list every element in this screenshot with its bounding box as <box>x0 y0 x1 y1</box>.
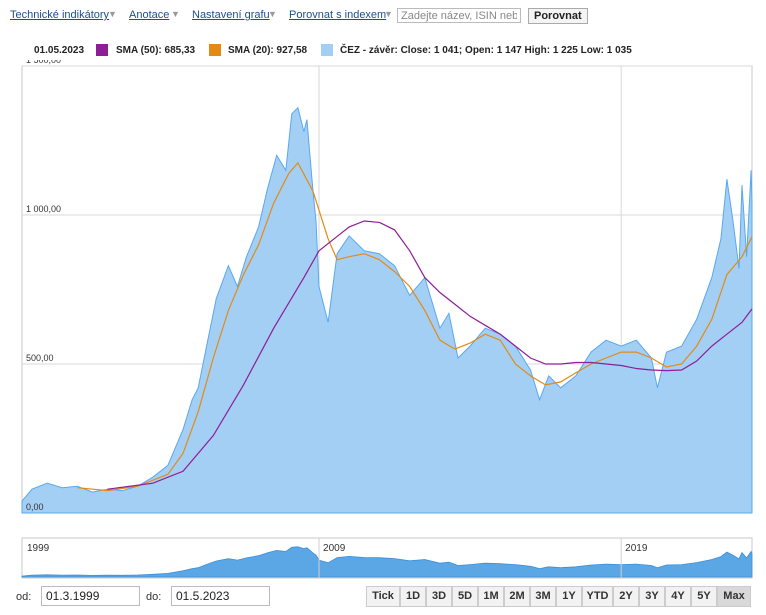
from-date-input[interactable] <box>41 586 140 606</box>
navigator-year-label: 2009 <box>323 543 346 554</box>
compare-button[interactable]: Porovnat <box>528 8 588 24</box>
zoom-button-tick[interactable]: Tick <box>366 586 400 607</box>
sma50-legend-label[interactable]: SMA (50): 685,33 <box>116 45 196 56</box>
chevron-down-icon[interactable]: ▼ <box>108 9 117 19</box>
y-tick-label: 1 500,00 <box>26 60 61 65</box>
y-tick-label: 500,00 <box>26 353 54 363</box>
sma20-legend-swatch[interactable] <box>209 44 221 56</box>
sma50-line <box>107 220 753 490</box>
zoom-button-3d[interactable]: 3D <box>426 586 452 607</box>
zoom-button-2y[interactable]: 2Y <box>613 586 639 607</box>
chevron-down-icon[interactable]: ▼ <box>268 9 277 19</box>
sma20-line <box>77 161 753 492</box>
chevron-down-icon[interactable]: ▼ <box>384 9 393 19</box>
to-date-input[interactable] <box>171 586 270 606</box>
range-navigator[interactable]: 1999 2009 2019 <box>0 536 766 580</box>
from-label: od: <box>16 591 32 603</box>
y-tick-label: 1 000,00 <box>26 204 61 214</box>
zoom-button-4y[interactable]: 4Y <box>665 586 691 607</box>
technical-indicators-menu[interactable]: Technické indikátory <box>10 9 110 21</box>
legend-date: 01.05.2023 <box>34 45 85 56</box>
zoom-button-1y[interactable]: 1Y <box>556 586 582 607</box>
navigator-year-label: 1999 <box>27 543 50 554</box>
chart-settings-menu[interactable]: Nastavení grafu <box>192 9 270 21</box>
zoom-button-3y[interactable]: 3Y <box>639 586 665 607</box>
zoom-button-5y[interactable]: 5Y <box>691 586 717 607</box>
sma20-legend-label[interactable]: SMA (20): 927,58 <box>228 45 308 56</box>
to-label: do: <box>146 591 162 603</box>
zoom-button-3m[interactable]: 3M <box>530 586 556 607</box>
zoom-button-5d[interactable]: 5D <box>452 586 478 607</box>
sma50-legend-swatch[interactable] <box>96 44 108 56</box>
y-tick-label: 0,00 <box>26 502 44 512</box>
zoom-button-1m[interactable]: 1M <box>478 586 504 607</box>
navigator-year-label: 2019 <box>625 543 648 554</box>
chevron-down-icon[interactable]: ▼ <box>171 9 180 19</box>
chart-legend: 01.05.2023 SMA (50): 685,33 SMA (20): 92… <box>0 44 766 58</box>
zoom-button-ytd[interactable]: YTD <box>582 586 613 607</box>
annotations-menu[interactable]: Anotace <box>129 9 170 21</box>
compare-index-menu[interactable]: Porovnat s indexem <box>289 9 387 21</box>
navigator-area <box>21 546 753 578</box>
cez-legend-swatch[interactable] <box>321 44 333 56</box>
zoom-button-2m[interactable]: 2M <box>504 586 530 607</box>
chart-toolbar: Technické indikátory ▼ Anotace ▼ Nastave… <box>0 0 766 32</box>
cez-legend-label[interactable]: ČEZ - závěr: Close: 1 041; Open: 1 147 H… <box>340 45 632 56</box>
cez-price-area <box>21 106 753 514</box>
zoom-button-max[interactable]: Max <box>717 586 751 607</box>
zoom-button-1d[interactable]: 1D <box>400 586 426 607</box>
compare-search-input[interactable] <box>397 8 521 23</box>
price-chart[interactable]: 1 500,00 1 000,00 500,00 0,00 <box>0 60 766 520</box>
